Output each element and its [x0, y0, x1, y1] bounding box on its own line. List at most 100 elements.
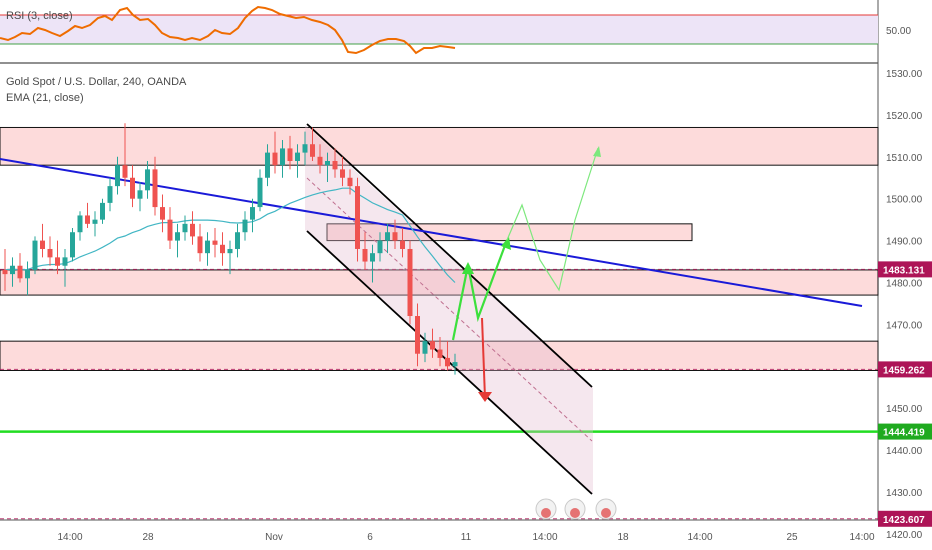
candle-body — [107, 186, 113, 203]
candle-body — [152, 169, 158, 208]
candle-body — [295, 152, 300, 161]
candle-body — [332, 160, 338, 170]
price-tag-label: 1459.262 — [883, 365, 925, 376]
candle-body — [287, 148, 293, 161]
time-tick-label: 11 — [461, 532, 472, 543]
price-tag — [878, 423, 932, 440]
candle-body — [205, 240, 210, 254]
candle-body — [175, 232, 180, 241]
blue-trend-line — [0, 158, 863, 307]
candle-body — [377, 240, 383, 254]
time-tick-label: 14:00 — [687, 532, 712, 543]
candle-body — [122, 165, 128, 178]
time-tick-label: Nov — [265, 532, 283, 543]
time-tick-label: 25 — [786, 532, 798, 543]
candle-body — [145, 169, 150, 191]
candle-body — [280, 148, 285, 166]
candle-body — [452, 362, 458, 367]
candle-body — [325, 160, 330, 166]
candle-body — [385, 232, 390, 241]
candle-body — [10, 265, 15, 275]
ema-line — [4, 187, 456, 283]
candle-body — [167, 219, 173, 241]
candle-body — [100, 202, 105, 220]
chart-title: Gold Spot / U.S. Dollar, 240, OANDA — [6, 76, 187, 88]
candle-body — [430, 341, 435, 350]
candle-body — [242, 219, 248, 233]
candle-body — [70, 232, 75, 258]
candle-body — [130, 177, 135, 199]
candle-body — [437, 349, 443, 358]
candle-body — [370, 253, 375, 262]
candle-body — [317, 156, 323, 166]
event-badge-icon — [541, 508, 551, 518]
price-tick-label: 1430.00 — [886, 488, 923, 499]
candle-body — [77, 215, 83, 233]
candle-body — [310, 144, 315, 157]
candle-body — [407, 248, 413, 317]
rsi-band — [0, 15, 878, 44]
candle-body — [265, 152, 270, 178]
price-tag-label: 1444.419 — [883, 428, 925, 439]
time-tick-label: 14:00 — [57, 532, 82, 543]
candle-body — [25, 269, 30, 279]
candle-body — [235, 232, 240, 249]
price-tick-label: 1480.00 — [886, 279, 923, 290]
light-green-arrowhead — [593, 146, 601, 157]
time-tick-label: 18 — [617, 532, 629, 543]
candle-body — [197, 236, 203, 254]
rsi-tick-label: 50.00 — [886, 26, 911, 37]
channel-fill — [305, 125, 593, 494]
indicator-label: EMA (21, close) — [6, 92, 84, 104]
price-tag — [878, 261, 932, 278]
red-arrowhead — [478, 392, 492, 402]
price-tick-label: 1450.00 — [886, 404, 923, 415]
green-projection-path — [451, 239, 509, 341]
candle-body — [2, 269, 8, 275]
event-badge-icon — [601, 508, 611, 518]
candle-body — [160, 207, 165, 220]
candle-body — [32, 240, 38, 270]
candle-body — [400, 240, 405, 249]
time-tick-label: 6 — [367, 532, 373, 543]
zone-1 — [0, 126, 879, 166]
candle-body — [92, 219, 98, 224]
time-tick-label: 28 — [142, 532, 154, 543]
candle-body — [257, 177, 263, 208]
candle-body — [182, 223, 188, 233]
price-tick-label: 1500.00 — [886, 195, 923, 206]
candle-body — [55, 257, 60, 266]
price-tick-label: 1490.00 — [886, 237, 923, 248]
candle-body — [445, 357, 450, 367]
channel-mid-line — [306, 177, 593, 442]
price-tick-label: 1530.00 — [886, 69, 923, 80]
candle-body — [340, 169, 345, 178]
candle-body — [362, 248, 368, 262]
candle-body — [62, 257, 68, 266]
candle-body — [137, 190, 143, 199]
price-tick-label: 1520.00 — [886, 111, 923, 122]
event-badge-icon — [570, 508, 580, 518]
candle-body — [347, 177, 353, 187]
rsi-label: RSI (3, close) — [6, 10, 73, 22]
price-tag-label: 1423.607 — [883, 515, 925, 526]
price-tag-label: 1483.131 — [883, 265, 925, 276]
price-tag — [878, 361, 932, 378]
candle-body — [355, 186, 360, 249]
candle-body — [47, 248, 53, 258]
candle-body — [272, 152, 278, 166]
zone-2 — [0, 269, 879, 296]
price-tick-label: 1470.00 — [886, 320, 923, 331]
candle-body — [250, 207, 255, 220]
candle-body — [40, 240, 45, 249]
time-tick-label: 14:00 — [532, 532, 557, 543]
candle-body — [212, 240, 218, 245]
rsi-series-line — [0, 5, 456, 55]
price-tick-label: 1510.00 — [886, 153, 923, 164]
candle-body — [220, 244, 225, 254]
candle-body — [115, 165, 120, 187]
price-tag — [878, 510, 932, 527]
green-arrowhead-1 — [462, 262, 474, 274]
green-arrowhead-2 — [501, 237, 511, 250]
